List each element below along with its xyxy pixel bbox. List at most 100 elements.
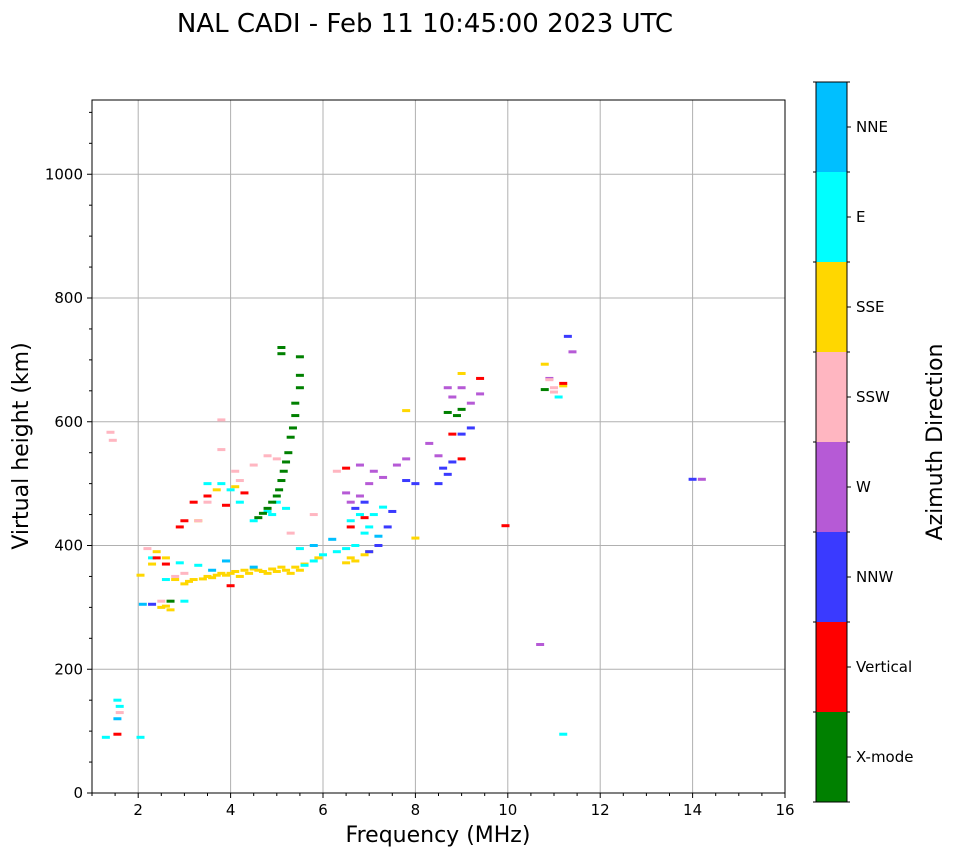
- echo-point: [379, 505, 388, 509]
- x-tick-label: 10: [498, 801, 517, 819]
- echo-point: [360, 516, 369, 520]
- echo-point: [235, 574, 244, 578]
- echo-point: [286, 435, 295, 439]
- echo-point: [180, 519, 189, 523]
- colorbar-label: SSE: [856, 298, 885, 316]
- echo-point: [166, 599, 175, 603]
- echo-point: [309, 513, 318, 517]
- colorbar-title: Azimuth Direction: [923, 343, 948, 540]
- series-sse: [136, 362, 568, 612]
- echo-point: [277, 352, 286, 356]
- echo-point: [360, 553, 369, 557]
- echo-point: [425, 441, 434, 445]
- echo-point: [457, 457, 466, 461]
- echo-point: [258, 511, 267, 515]
- echo-point: [101, 735, 110, 739]
- echo-point: [319, 553, 327, 557]
- echo-point: [268, 513, 277, 517]
- echo-point: [180, 582, 189, 586]
- series-x-mode: [166, 346, 549, 603]
- echo-point: [550, 390, 558, 394]
- echo-point: [275, 488, 284, 492]
- echo-point: [295, 386, 304, 390]
- echo-point: [240, 568, 249, 572]
- echo-point: [351, 544, 360, 547]
- echo-point: [138, 602, 147, 606]
- echo-point: [231, 469, 240, 473]
- echo-point: [212, 573, 221, 577]
- colorbar-label: X-mode: [856, 748, 913, 766]
- echo-point: [374, 544, 383, 547]
- echo-point: [157, 605, 166, 609]
- y-tick-label: 600: [54, 413, 83, 431]
- y-axis-ticks: 0 200 400 600 800 1000: [45, 111, 92, 802]
- echo-point: [328, 537, 337, 541]
- echo-point: [374, 534, 383, 538]
- colorbar-label: NNE: [856, 118, 888, 136]
- echo-point: [272, 500, 281, 504]
- echo-point: [540, 388, 549, 392]
- colorbar-label: E: [856, 208, 865, 226]
- echo-point: [291, 565, 300, 569]
- echo-point: [443, 386, 452, 390]
- colorbar-frame: [815, 81, 848, 803]
- series-w: [342, 350, 706, 646]
- echo-point: [559, 381, 568, 385]
- echo-point: [194, 563, 203, 567]
- colorbar-segment: [816, 622, 847, 712]
- echo-point: [448, 432, 457, 436]
- colorbar-label: Vertical: [856, 658, 912, 676]
- echo-point: [332, 550, 341, 554]
- echo-point: [457, 371, 466, 375]
- echo-point: [143, 547, 152, 551]
- echo-point: [688, 477, 697, 481]
- echo-point: [148, 602, 157, 606]
- echo-point: [388, 509, 397, 513]
- echo-point: [379, 475, 388, 479]
- echo-point: [355, 513, 364, 517]
- echo-point: [231, 485, 240, 489]
- echo-point: [161, 562, 170, 566]
- echo-point: [198, 577, 207, 581]
- echo-point: [411, 536, 420, 540]
- colorbar-label: NNW: [856, 568, 893, 586]
- echo-point: [279, 469, 288, 473]
- echo-point: [351, 559, 360, 563]
- echo-point: [286, 531, 295, 535]
- echo-point: [221, 503, 230, 507]
- echo-point: [240, 491, 249, 495]
- echo-point: [208, 568, 217, 572]
- echo-point: [254, 568, 263, 572]
- colorbar-label: SSW: [856, 388, 890, 406]
- plot-frame: [91, 99, 786, 794]
- echo-point: [161, 604, 170, 608]
- echo-point: [360, 500, 369, 504]
- echo-point: [166, 608, 175, 612]
- echo-point: [282, 506, 291, 510]
- grid-lines: [92, 100, 786, 794]
- y-tick-label: 800: [54, 289, 83, 307]
- echo-point: [536, 643, 545, 646]
- echo-point: [332, 469, 341, 473]
- colorbar-segment: [816, 82, 847, 172]
- echo-point: [171, 574, 180, 578]
- echo-point: [235, 500, 244, 504]
- echo-point: [203, 494, 212, 498]
- echo-point: [148, 556, 157, 560]
- echo-point: [282, 568, 291, 572]
- echo-point: [476, 376, 485, 380]
- echo-point: [342, 491, 351, 495]
- echo-point: [171, 578, 180, 582]
- colorbar-segment: [816, 172, 847, 262]
- echo-point: [217, 571, 226, 575]
- series-ssw: [106, 378, 558, 715]
- echo-point: [291, 401, 300, 405]
- colorbar: X-mode Vertical NNW W SSW SSE E NNE: [813, 81, 913, 803]
- echo-point: [115, 711, 124, 715]
- y-axis-label: Virtual height (km): [9, 342, 34, 549]
- echo-point: [314, 556, 323, 560]
- echo-point: [346, 525, 355, 529]
- echo-point: [282, 460, 291, 464]
- echo-point: [443, 472, 452, 476]
